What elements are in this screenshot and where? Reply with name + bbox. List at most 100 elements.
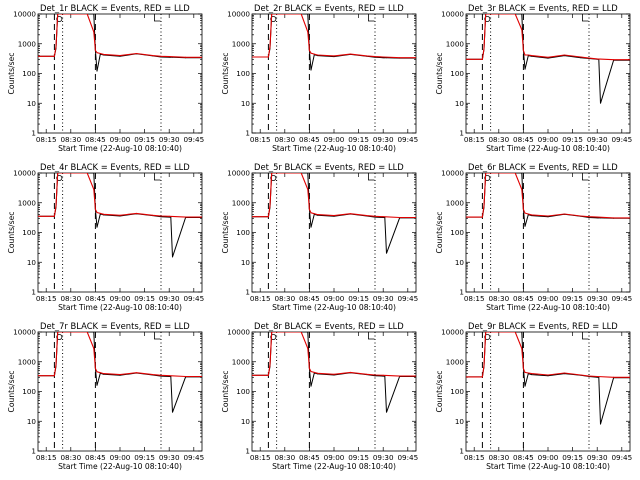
y-tick-label: 100	[22, 228, 36, 237]
data-point-events	[307, 173, 309, 174]
event-marker	[484, 15, 491, 22]
data-point-lld	[485, 332, 487, 333]
y-tick-label: 1000	[18, 357, 37, 366]
data-point-lld	[168, 375, 170, 377]
x-tick-label: 09:45	[183, 453, 204, 462]
data-point-events	[521, 332, 523, 333]
data-point-lld	[313, 53, 315, 55]
x-tick-label: 08:30	[488, 135, 509, 144]
data-point-lld	[522, 208, 524, 210]
data-point-lld	[93, 188, 95, 190]
chart-title: Det_5r BLACK = Events, RED = LLD	[254, 162, 404, 172]
data-point-events	[600, 423, 601, 425]
data-point-lld	[514, 332, 516, 333]
x-tick-label: 09:00	[324, 294, 345, 303]
series-line-lld	[38, 173, 202, 218]
data-point-lld	[374, 374, 376, 376]
data-point-lld	[415, 375, 416, 377]
y-tick-label: 100	[450, 69, 464, 78]
y-tick-label: 10	[241, 99, 251, 108]
x-tick-label: 08:30	[274, 294, 295, 303]
data-point-lld	[168, 56, 170, 58]
data-point-events	[307, 14, 309, 15]
data-point-lld	[271, 332, 273, 333]
data-point-lld	[580, 374, 582, 376]
x-tick-label: 08:15	[464, 294, 485, 303]
y-tick-label: 10000	[13, 10, 36, 19]
data-point-lld	[415, 217, 416, 218]
data-point-events	[524, 385, 526, 387]
x-axis-label: Start Time (22-Aug-10 08:10:40)	[58, 462, 182, 471]
data-point-lld	[62, 173, 64, 174]
y-tick-label: 1000	[232, 39, 251, 48]
y-tick-label: 10	[27, 99, 37, 108]
data-point-lld	[466, 216, 467, 218]
chart-title: Det_2r BLACK = Events, RED = LLD	[254, 3, 404, 13]
data-point-events	[96, 384, 98, 386]
data-point-lld	[55, 46, 57, 48]
data-point-events	[524, 68, 526, 70]
data-point-lld	[152, 55, 154, 57]
x-tick-label: 08:15	[36, 135, 57, 144]
x-tick-label: 09:15	[134, 135, 155, 144]
data-point-lld	[399, 217, 401, 218]
y-tick-label: 100	[236, 228, 250, 237]
x-tick-label: 08:15	[464, 135, 485, 144]
x-tick-label: 09:45	[397, 135, 418, 144]
data-point-lld	[333, 215, 335, 217]
data-point-events	[310, 385, 312, 387]
x-tick-label: 09:45	[183, 294, 204, 303]
data-point-lld	[415, 57, 416, 59]
data-point-lld	[284, 332, 286, 333]
x-tick-label: 08:30	[60, 453, 81, 462]
event-marker	[56, 174, 63, 181]
x-tick-label: 09:30	[373, 135, 394, 144]
data-point-lld	[38, 215, 39, 217]
x-tick-label: 08:15	[250, 294, 271, 303]
y-tick-label: 100	[236, 387, 250, 396]
y-axis-label: Counts/sec	[435, 371, 444, 413]
x-tick-label: 09:45	[611, 294, 632, 303]
y-axis-label: Counts/sec	[221, 371, 230, 413]
data-point-events	[531, 374, 533, 376]
data-point-lld	[522, 367, 524, 369]
chart-title: Det_4r BLACK = Events, RED = LLD	[40, 162, 190, 172]
x-tick-label: 09:15	[562, 294, 583, 303]
data-point-events	[307, 332, 309, 333]
data-point-lld	[580, 56, 582, 58]
data-point-lld	[563, 372, 565, 374]
y-tick-label: 10000	[13, 169, 36, 178]
data-point-lld	[466, 58, 467, 60]
data-point-lld	[333, 55, 335, 57]
data-point-lld	[524, 54, 526, 56]
data-point-lld	[629, 59, 630, 61]
data-point-lld	[99, 372, 101, 374]
interval-marker	[154, 173, 161, 181]
data-point-lld	[53, 55, 55, 57]
data-point-lld	[588, 57, 590, 59]
data-point-lld	[310, 371, 312, 372]
data-point-lld	[521, 347, 523, 349]
x-tick-label: 09:30	[587, 294, 608, 303]
x-tick-label: 09:45	[183, 135, 204, 144]
data-point-lld	[563, 54, 565, 56]
interval-marker	[154, 332, 161, 340]
x-tick-label: 08:45	[299, 294, 320, 303]
data-point-lld	[382, 374, 384, 376]
data-point-lld	[300, 332, 302, 333]
data-point-lld	[135, 372, 137, 374]
data-point-lld	[99, 212, 101, 214]
y-tick-label: 10000	[227, 169, 250, 178]
interval-marker	[582, 14, 589, 22]
data-point-lld	[269, 364, 271, 366]
data-point-lld	[483, 47, 485, 49]
data-point-lld	[483, 205, 485, 207]
data-point-lld	[86, 14, 88, 15]
data-point-lld	[307, 31, 309, 33]
x-tick-label: 09:30	[587, 135, 608, 144]
data-point-lld	[588, 375, 590, 377]
data-point-lld	[399, 375, 401, 377]
data-point-lld	[152, 214, 154, 216]
data-point-lld	[201, 376, 202, 377]
x-tick-label: 09:15	[134, 453, 155, 462]
